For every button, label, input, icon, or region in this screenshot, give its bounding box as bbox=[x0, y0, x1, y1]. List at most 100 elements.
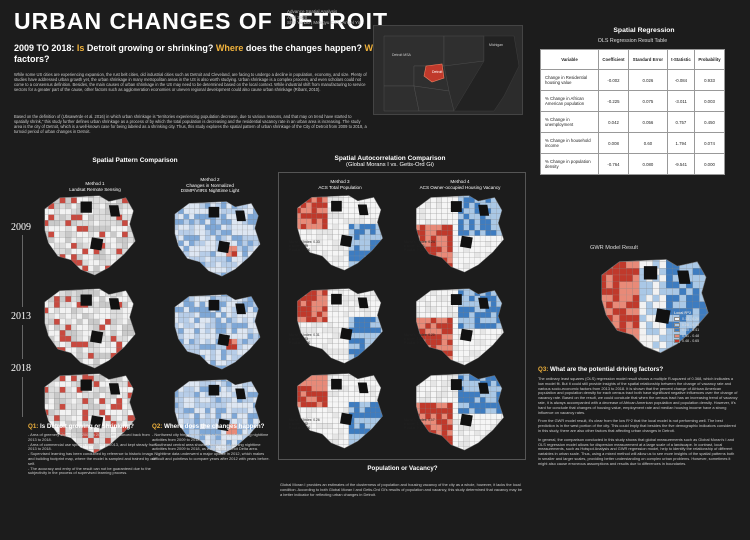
meta-block: Advance Spatial Analysis April 2020 Shih… bbox=[287, 9, 361, 26]
ols-table-caption: OLS Regression Result Table bbox=[597, 38, 668, 44]
locator-map-graphic: Detroit Michigan Detroit MSA bbox=[383, 35, 520, 112]
vacancy-hotspot-map-2009 bbox=[416, 195, 504, 273]
locator-map: Detroit Michigan Detroit MSA bbox=[373, 25, 523, 115]
moran-stats: Moran's I Index: 0.31 z-score: 6.23 P-valu… bbox=[289, 333, 320, 345]
legend-swatch bbox=[674, 317, 680, 321]
moran-stats: Moran's I Index: 0.26 z-score: 5.62 P-valu… bbox=[289, 418, 320, 430]
ols-value-cell: 0.008 bbox=[598, 132, 629, 154]
q2-heading: Q2: Where does the changes happen? bbox=[152, 423, 265, 430]
authors: Shih Yu Liu | Mengyu Cao | Angel Yin bbox=[287, 20, 362, 26]
q3-block: Q3: What are the potential driving facto… bbox=[538, 366, 738, 467]
ols-variable-cell: % Change in household income bbox=[540, 132, 599, 154]
autocorr-heading: Spatial Autocorrelation Comparison (Glob… bbox=[334, 155, 446, 168]
ols-value-cell: -0.764 bbox=[598, 153, 629, 175]
map-label-msa: Detroit MSA bbox=[392, 53, 412, 57]
landsat-map-2009 bbox=[44, 195, 136, 276]
ols-value-cell: 1.794 bbox=[666, 132, 695, 154]
legend-label: 0.48 - 0.65 bbox=[682, 339, 700, 343]
ols-table: Variable Coefficient Standard Error t-St… bbox=[540, 49, 726, 175]
ols-variable-cell: % Change in African American population bbox=[540, 90, 599, 112]
method4-title: Method 4 ACS Owner-occupied Housing Vaca… bbox=[419, 179, 501, 190]
col-t-stat: t-Statistic bbox=[666, 49, 695, 70]
gwr-legend-item: 0.48 - 0.65 bbox=[674, 339, 699, 343]
ols-table-row: % Change in African American population -… bbox=[540, 90, 726, 112]
moran-stats: Moran's I Index: 0.33 z-score: 6.89 P-valu… bbox=[289, 240, 320, 252]
ols-table-row: % Change in population density -0.764 0.08… bbox=[540, 153, 726, 175]
timeline-line bbox=[22, 235, 23, 307]
moran-stats-vacancy: Moran's I Index: 0.24 z-score: 10.21 P-val… bbox=[404, 240, 435, 252]
ols-value-cell: -3.011 bbox=[666, 90, 695, 112]
col-std-error: Standard Error bbox=[627, 49, 668, 70]
page-title: URBAN CHANGES OF DETROIT bbox=[14, 8, 389, 34]
legend-swatch bbox=[674, 322, 680, 327]
timeline-line bbox=[22, 377, 23, 417]
ols-value-cell: 0.60 bbox=[627, 132, 668, 154]
gwr-legend-item: 0.35 - 0.41 bbox=[674, 328, 699, 332]
legend-label: 0.41 - 0.48 bbox=[682, 333, 700, 338]
intro-paragraph: While some US cities are experiencing ex… bbox=[14, 72, 367, 92]
population-hotspot-map-2009 bbox=[297, 195, 383, 271]
date: April 2020 bbox=[287, 14, 308, 20]
ols-value-cell: 0.074 bbox=[693, 132, 726, 154]
q1-bullets: - Area of greenery shrank from 2009 to 2… bbox=[28, 432, 157, 476]
ols-table-block: OLS Regression Result Table Variable Coe… bbox=[540, 38, 726, 175]
ols-value-cell: 0.000 bbox=[693, 153, 726, 175]
population-hotspot-map-2018 bbox=[297, 373, 383, 449]
gwr-legend-title: Local R^2 bbox=[674, 311, 692, 315]
ols-value-cell: 0.933 bbox=[693, 69, 726, 91]
ols-value-cell: 0.075 bbox=[627, 90, 668, 112]
year-label-2018: 2018 bbox=[11, 363, 31, 374]
method3-title: Method 3 ACS Total Population bbox=[318, 179, 362, 190]
q3-paragraph-3: In general, the comparison conducted in … bbox=[538, 436, 735, 466]
detroit-highlight bbox=[423, 63, 445, 83]
autocorr-panel-frame bbox=[278, 172, 526, 460]
landsat-map-2013 bbox=[44, 288, 136, 369]
legend-label: 0.13 - 0.28 bbox=[682, 317, 700, 321]
pop-vac-text: Global Moran I provides an estimates of … bbox=[280, 482, 523, 497]
ols-value-cell: -0.002 bbox=[598, 69, 629, 91]
q3-paragraph-2: From the GWR model result, it's clear fr… bbox=[538, 418, 736, 433]
q1-heading: Q1: Is Detroit growing or shrinking? bbox=[28, 423, 134, 430]
col-variable: Variable bbox=[540, 49, 599, 70]
ols-value-cell: 0.003 bbox=[693, 90, 726, 112]
col-probability: Probability bbox=[693, 49, 726, 70]
ols-table-row: % Change in household income 0.008 0.60 1.7… bbox=[540, 132, 726, 154]
ols-table-row: Change in Residential housing value -0.00… bbox=[540, 69, 726, 91]
ols-value-cell: 0.080 bbox=[627, 153, 668, 175]
q3-paragraph-1: The ordinary least squares (OLS) regress… bbox=[538, 376, 738, 415]
nightlight-map-2018 bbox=[174, 379, 261, 455]
pop-vac-block: Population or Vacancy? Global Moran I pr… bbox=[280, 465, 525, 497]
ols-value-cell: 0.042 bbox=[598, 111, 629, 133]
year-label-2013: 2013 bbox=[11, 311, 31, 322]
ols-variable-cell: Change in Residential housing value bbox=[540, 69, 599, 91]
ols-variable-cell: % Change in unemployment bbox=[540, 111, 599, 133]
vacancy-hotspot-map-2013 bbox=[416, 288, 504, 366]
ols-table-row: % Change in unemployment 0.042 0.056 0.757 0… bbox=[540, 111, 726, 133]
gwr-heading: GWR Model Result bbox=[590, 245, 638, 251]
gwr-legend-item: 0.13 - 0.28 bbox=[674, 317, 699, 321]
method1-title: Method 1 Landsat Remote Sensing bbox=[69, 181, 121, 192]
year-label-2009: 2009 bbox=[11, 222, 31, 233]
gwr-legend-item: 0.28 - 0.35 bbox=[674, 322, 700, 327]
ols-value-cell: 0.450 bbox=[693, 111, 726, 133]
pop-vac-heading: Population or Vacancy? bbox=[367, 465, 438, 472]
nightlight-map-2009 bbox=[174, 201, 261, 277]
moran-stats-vacancy: Moran's I Index: 0.20 z-score: 8.88 P-valu… bbox=[404, 333, 435, 345]
gwr-legend-item: 0.41 - 0.48 bbox=[674, 333, 700, 338]
regression-heading: Spatial Regression bbox=[613, 27, 675, 34]
gwr-legend: Local R^2 0.13 - 0.28 0.28 - 0.35 0.35 - 0.… bbox=[674, 311, 699, 345]
ols-value-cell: -0.225 bbox=[598, 90, 629, 112]
q3-heading: Q3: What are the potential driving facto… bbox=[538, 366, 664, 373]
gwr-map bbox=[601, 259, 709, 354]
ols-value-cell: 0.026 bbox=[627, 69, 668, 91]
ols-variable-cell: % Change in population density bbox=[540, 153, 599, 175]
legend-label: 0.28 - 0.35 bbox=[682, 322, 700, 327]
ols-value-cell: 0.757 bbox=[666, 111, 695, 133]
course-name: Advance Spatial Analysis bbox=[287, 9, 338, 14]
moran-stats-vacancy: Moran's I Index: 0.17 z-score: 6.46 P-valu… bbox=[404, 418, 435, 430]
spatial-pattern-heading: Spatial Pattern Comparison bbox=[92, 157, 178, 164]
q1-block: Q1: Is Detroit growing or shrinking? - A… bbox=[28, 423, 158, 476]
ols-value-cell: -9.541 bbox=[666, 153, 695, 175]
intro-paragraph-2: Based on the definition of (Ubsawërde et… bbox=[14, 114, 367, 134]
vacancy-hotspot-map-2018 bbox=[416, 373, 504, 451]
